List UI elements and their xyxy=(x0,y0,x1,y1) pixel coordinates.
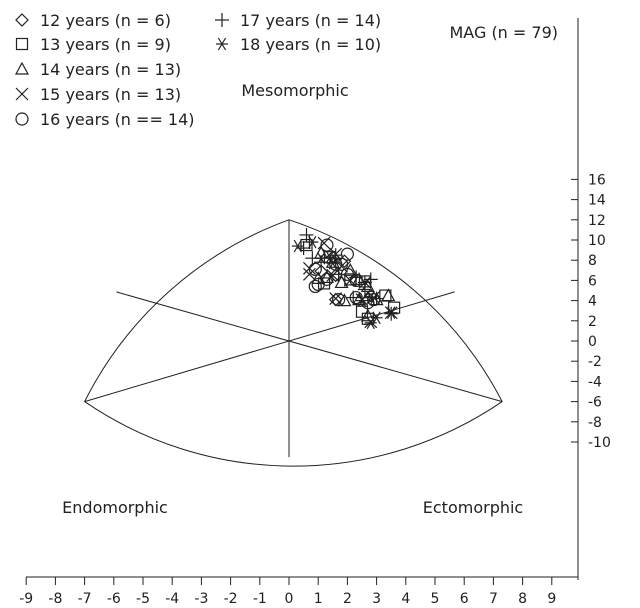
legend-label: 16 years (n == 14) xyxy=(40,110,195,129)
data-point-circle xyxy=(334,257,349,271)
legend-label: 15 years (n = 13) xyxy=(40,85,181,104)
legend-marker-x xyxy=(15,87,29,101)
data-point-circle xyxy=(332,292,346,307)
x-tick-label: -8 xyxy=(48,591,62,607)
legend-marker-triangle xyxy=(14,61,30,75)
data-point-triangle xyxy=(343,263,358,276)
region-label-ectomorphic: Ectomorphic xyxy=(423,498,523,517)
x-tick-label: 3 xyxy=(372,591,381,607)
y-tick-label: 8 xyxy=(588,253,597,269)
chart-title: MAG (n = 79) xyxy=(449,23,558,42)
x-tick-label: 7 xyxy=(489,591,498,607)
frame-outline xyxy=(83,219,503,467)
x-tick-label: 8 xyxy=(518,591,527,607)
data-point-plus xyxy=(331,267,346,282)
data-point-asterisk xyxy=(323,250,336,264)
legend-marker-diamond xyxy=(15,13,29,27)
data-point-asterisk xyxy=(291,239,304,253)
x-tick-label: -3 xyxy=(194,591,208,607)
y-tick-label: -8 xyxy=(588,415,602,431)
unused xyxy=(85,255,447,401)
y-tick-label: 12 xyxy=(588,213,606,229)
data-point-triangle xyxy=(360,308,375,322)
data-point-asterisk xyxy=(370,311,383,325)
legend-marker-asterisk xyxy=(216,37,228,51)
legend-marker-circle xyxy=(15,112,29,126)
y-tick-label: 14 xyxy=(588,193,606,209)
data-point-plus xyxy=(346,290,361,305)
x-tick-label: 9 xyxy=(547,591,556,607)
x-tick-label: -7 xyxy=(78,591,92,607)
data-point-circle xyxy=(308,262,322,276)
x-tick-label: -5 xyxy=(136,591,150,607)
y-tick-label: -10 xyxy=(588,435,611,451)
data-point-plus xyxy=(357,282,372,297)
somatochart-frame xyxy=(83,219,503,467)
data-point-triangle xyxy=(381,288,396,302)
data-point-circle xyxy=(311,277,325,292)
legend-label: 18 years (n = 10) xyxy=(240,35,381,54)
y-tick-label: 16 xyxy=(588,172,606,188)
region-label-mesomorphic: Mesomorphic xyxy=(241,81,348,100)
ecto-axis xyxy=(116,291,503,403)
y-tick-label: -6 xyxy=(588,395,602,411)
data-points xyxy=(291,227,401,330)
y-tick-label: 2 xyxy=(588,314,597,330)
y-tick-label: -2 xyxy=(588,354,602,370)
legend-marker-square xyxy=(15,37,29,51)
y-tick-label: 4 xyxy=(588,294,597,310)
x-tick-label: -6 xyxy=(107,591,121,607)
x-tick-label: 6 xyxy=(460,591,469,607)
data-point-asterisk xyxy=(364,316,377,330)
x-tick-label: 2 xyxy=(343,591,352,607)
legend-label: 14 years (n = 13) xyxy=(40,60,181,79)
data-point-diamond xyxy=(328,292,343,307)
data-point-circle xyxy=(308,279,322,294)
y-tick-label: -4 xyxy=(588,374,602,390)
data-point-triangle xyxy=(334,275,349,289)
x-tick-label: -2 xyxy=(224,591,238,607)
x-tick-label: 0 xyxy=(285,591,294,607)
data-point-x xyxy=(326,268,340,282)
data-point-plus xyxy=(299,227,314,242)
x-tick-label: 1 xyxy=(314,591,323,607)
legend-label: 13 years (n = 9) xyxy=(40,35,171,54)
data-point-asterisk xyxy=(385,306,398,320)
y-tick-label: 6 xyxy=(588,273,597,289)
data-point-triangle xyxy=(337,293,352,307)
legend: 12 years (n = 6) 13 years (n = 9) 14 years… xyxy=(14,11,381,129)
data-point-x xyxy=(329,292,343,306)
data-point-diamond xyxy=(328,268,343,283)
legend-label: 17 years (n = 14) xyxy=(240,11,381,30)
y-tick-label: 10 xyxy=(588,233,606,249)
x-tick-label: -9 xyxy=(19,591,33,607)
region-label-endomorphic: Endomorphic xyxy=(62,498,168,517)
data-point-circle xyxy=(320,238,334,252)
x-tick-label: -1 xyxy=(253,591,267,607)
legend-marker-plus xyxy=(215,13,229,27)
data-point-plus xyxy=(349,270,364,285)
legend-label: 12 years (n = 6) xyxy=(40,11,171,30)
data-point-x xyxy=(303,267,316,281)
data-point-asterisk xyxy=(356,294,368,307)
data-point-circle xyxy=(340,247,354,261)
axes: -9 -8 -7 -6 -5 -4 -3 -2 -1 0 1 2 3 4 5 6 7 8 9161412108642… xyxy=(19,18,611,607)
data-point-asterisk xyxy=(326,256,339,270)
data-point-asterisk xyxy=(315,251,328,265)
x-tick-label: 5 xyxy=(431,591,440,607)
data-point-plus xyxy=(363,272,378,287)
data-point-asterisk xyxy=(364,291,377,304)
x-tick-label: -4 xyxy=(165,591,179,607)
y-tick-label: 0 xyxy=(588,334,597,350)
x-tick-label: 4 xyxy=(401,591,410,607)
data-point-asterisk xyxy=(306,235,319,249)
data-point-triangle xyxy=(319,270,334,283)
